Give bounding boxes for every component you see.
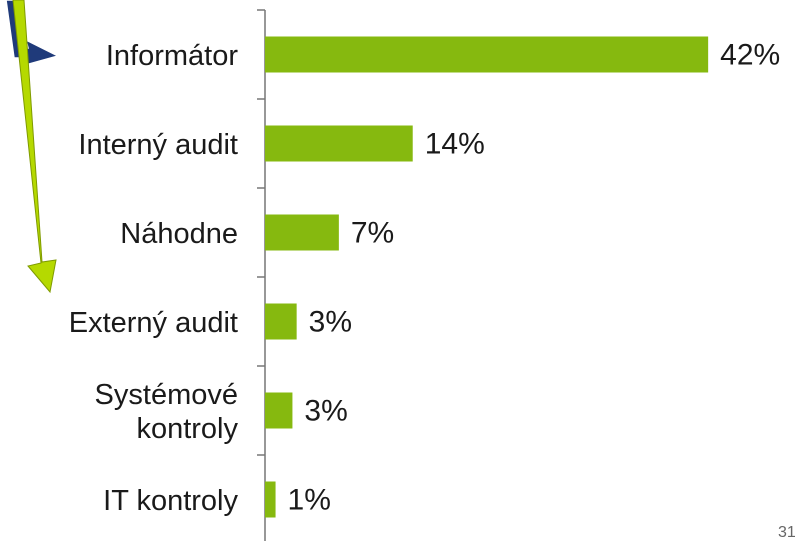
bar <box>265 214 339 251</box>
value-label: 3% <box>304 394 347 427</box>
value-label: 1% <box>288 483 331 516</box>
category-label: Náhodne <box>120 217 238 250</box>
category-label: Externý audit <box>68 306 238 339</box>
bar <box>265 481 276 518</box>
value-label: 3% <box>309 305 352 338</box>
bar <box>265 392 293 429</box>
value-label: 7% <box>351 216 394 249</box>
value-label: 42% <box>720 38 780 71</box>
category-label: IT kontroly <box>103 484 238 517</box>
bar <box>265 125 413 162</box>
bar <box>265 303 297 340</box>
page-number: 31 <box>778 524 796 541</box>
value-label: 14% <box>425 127 485 160</box>
category-label: Interný audit <box>78 128 238 161</box>
bar <box>265 36 709 73</box>
category-label: Informátor <box>105 39 238 72</box>
category-label: Systémové kontroly <box>94 378 238 445</box>
